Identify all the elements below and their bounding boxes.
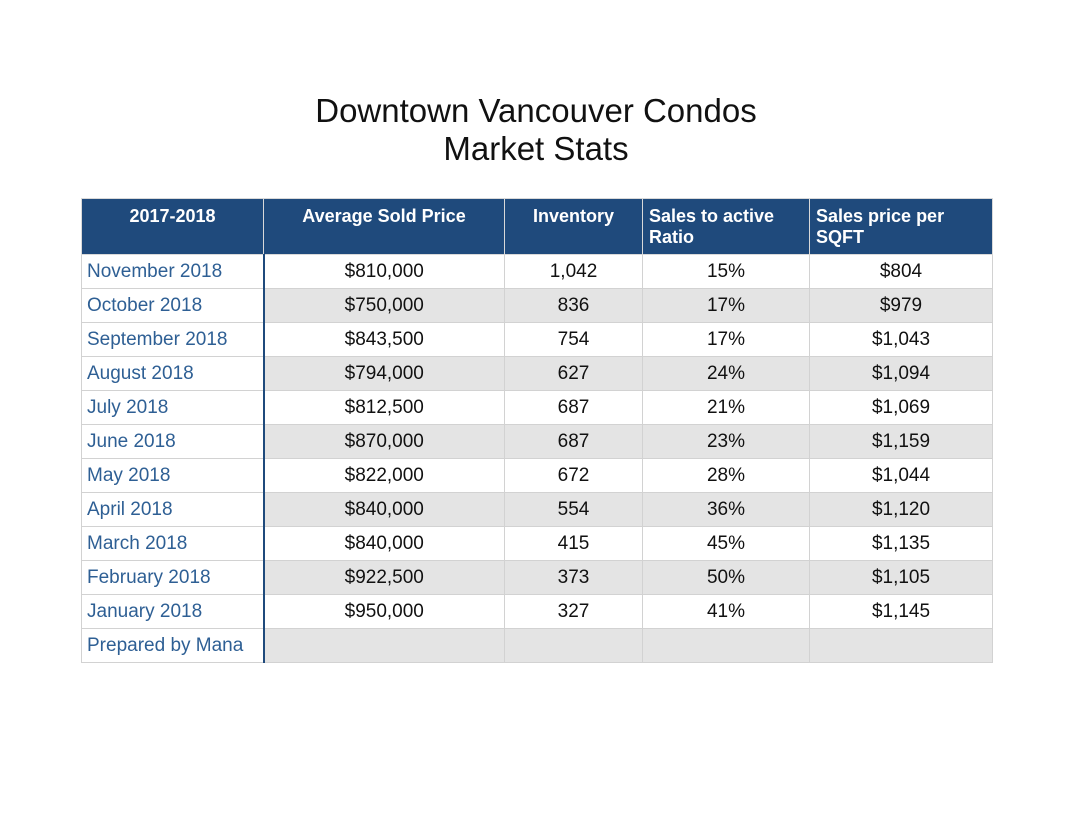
- row-month: February 2018: [81, 560, 265, 595]
- table-row: November 2018 $810,000 1,042 15% $804: [81, 254, 993, 289]
- table-body: November 2018 $810,000 1,042 15% $804 Oc…: [81, 254, 993, 663]
- empty-cell: [642, 628, 810, 663]
- table-row: January 2018 $950,000 327 41% $1,145: [81, 594, 993, 629]
- row-ratio: 23%: [642, 424, 810, 459]
- row-price-per-sqft: $1,069: [809, 390, 993, 425]
- page-title: Downtown Vancouver Condos Market Stats: [0, 92, 1072, 168]
- row-inventory: 627: [504, 356, 643, 391]
- row-average-price: $840,000: [263, 492, 505, 527]
- row-average-price: $750,000: [263, 288, 505, 323]
- row-inventory: 836: [504, 288, 643, 323]
- header-average-sold-price: Average Sold Price: [263, 198, 505, 255]
- row-price-per-sqft: $1,105: [809, 560, 993, 595]
- row-ratio: 15%: [642, 254, 810, 289]
- row-month: January 2018: [81, 594, 265, 629]
- table-row: March 2018 $840,000 415 45% $1,135: [81, 526, 993, 561]
- row-average-price: $843,500: [263, 322, 505, 357]
- row-inventory: 415: [504, 526, 643, 561]
- row-price-per-sqft: $1,044: [809, 458, 993, 493]
- row-average-price: $810,000: [263, 254, 505, 289]
- row-price-per-sqft: $1,145: [809, 594, 993, 629]
- row-ratio: 17%: [642, 288, 810, 323]
- row-inventory: 373: [504, 560, 643, 595]
- row-ratio: 50%: [642, 560, 810, 595]
- row-average-price: $950,000: [263, 594, 505, 629]
- footer-row: Prepared by Mana: [81, 628, 993, 663]
- row-inventory: 327: [504, 594, 643, 629]
- table-row: July 2018 $812,500 687 21% $1,069: [81, 390, 993, 425]
- row-month: September 2018: [81, 322, 265, 357]
- header-inventory: Inventory: [504, 198, 643, 255]
- table-row: February 2018 $922,500 373 50% $1,105: [81, 560, 993, 595]
- table-row: May 2018 $822,000 672 28% $1,044: [81, 458, 993, 493]
- row-month: November 2018: [81, 254, 265, 289]
- table-row: October 2018 $750,000 836 17% $979: [81, 288, 993, 323]
- row-ratio: 21%: [642, 390, 810, 425]
- table-row: August 2018 $794,000 627 24% $1,094: [81, 356, 993, 391]
- row-month: July 2018: [81, 390, 265, 425]
- row-average-price: $822,000: [263, 458, 505, 493]
- row-ratio: 28%: [642, 458, 810, 493]
- row-price-per-sqft: $804: [809, 254, 993, 289]
- row-month: August 2018: [81, 356, 265, 391]
- row-ratio: 17%: [642, 322, 810, 357]
- row-average-price: $812,500: [263, 390, 505, 425]
- row-ratio: 45%: [642, 526, 810, 561]
- table-row: September 2018 $843,500 754 17% $1,043: [81, 322, 993, 357]
- row-price-per-sqft: $1,094: [809, 356, 993, 391]
- prepared-by-label: Prepared by Mana: [81, 628, 265, 663]
- empty-cell: [263, 628, 505, 663]
- header-period: 2017-2018: [81, 198, 264, 255]
- row-inventory: 687: [504, 390, 643, 425]
- title-line-2: Market Stats: [443, 130, 629, 167]
- header-sales-to-active-ratio: Sales to active Ratio: [642, 198, 810, 255]
- header-sales-price-per-sqft: Sales price per SQFT: [809, 198, 993, 255]
- row-average-price: $794,000: [263, 356, 505, 391]
- row-ratio: 24%: [642, 356, 810, 391]
- table-row: June 2018 $870,000 687 23% $1,159: [81, 424, 993, 459]
- row-inventory: 554: [504, 492, 643, 527]
- row-inventory: 672: [504, 458, 643, 493]
- empty-cell: [809, 628, 993, 663]
- row-month: June 2018: [81, 424, 265, 459]
- row-ratio: 41%: [642, 594, 810, 629]
- row-month: May 2018: [81, 458, 265, 493]
- row-price-per-sqft: $1,159: [809, 424, 993, 459]
- row-price-per-sqft: $1,120: [809, 492, 993, 527]
- row-inventory: 754: [504, 322, 643, 357]
- row-month: October 2018: [81, 288, 265, 323]
- row-month: April 2018: [81, 492, 265, 527]
- row-inventory: 1,042: [504, 254, 643, 289]
- row-ratio: 36%: [642, 492, 810, 527]
- header-row: 2017-2018 Average Sold Price Inventory S…: [81, 198, 993, 255]
- row-average-price: $870,000: [263, 424, 505, 459]
- empty-cell: [504, 628, 643, 663]
- market-stats-table: 2017-2018 Average Sold Price Inventory S…: [81, 198, 993, 663]
- row-price-per-sqft: $979: [809, 288, 993, 323]
- row-average-price: $922,500: [263, 560, 505, 595]
- row-price-per-sqft: $1,043: [809, 322, 993, 357]
- row-month: March 2018: [81, 526, 265, 561]
- row-inventory: 687: [504, 424, 643, 459]
- table-row: April 2018 $840,000 554 36% $1,120: [81, 492, 993, 527]
- title-line-1: Downtown Vancouver Condos: [315, 92, 757, 129]
- row-average-price: $840,000: [263, 526, 505, 561]
- row-price-per-sqft: $1,135: [809, 526, 993, 561]
